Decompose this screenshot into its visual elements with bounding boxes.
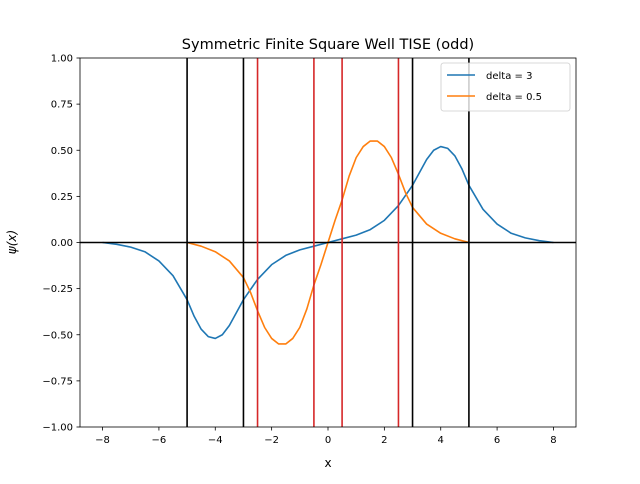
x-tick-label: −4 xyxy=(208,435,223,446)
x-tick-label: 8 xyxy=(550,435,556,446)
y-tick-label: 0.00 xyxy=(51,238,73,249)
y-tick-label: −0.25 xyxy=(42,284,73,295)
x-tick-label: −6 xyxy=(152,435,167,446)
legend-label-1: delta = 3 xyxy=(486,71,532,82)
legend: delta = 3 delta = 0.5 xyxy=(440,62,571,112)
axes: −8 −6 −4 −2 0 2 4 6 8 −1.00 −0.75 −0.50 −0.25 0.00 0.2… xyxy=(42,54,577,446)
y-tick-label: 0.25 xyxy=(51,192,73,203)
y-axis-label: ψ(x) xyxy=(5,230,19,254)
x-tick-label: 6 xyxy=(494,435,500,446)
legend-label-2: delta = 0.5 xyxy=(486,92,542,103)
x-tick-label: 2 xyxy=(381,435,387,446)
x-tick-label: −8 xyxy=(95,435,110,446)
plot-content xyxy=(80,58,576,427)
plot-area xyxy=(80,58,576,427)
x-tick-label: 0 xyxy=(325,435,331,446)
x-tick-label: −2 xyxy=(264,435,279,446)
y-tick-label: 0.50 xyxy=(51,146,73,157)
x-axis-label: x xyxy=(324,456,331,470)
y-tick-label: 1.00 xyxy=(51,54,73,65)
y-tick-label: −0.75 xyxy=(42,376,73,387)
y-tick-label: −1.00 xyxy=(42,423,73,434)
chart-title: Symmetric Finite Square Well TISE (odd) xyxy=(182,37,474,53)
y-tick-label: −0.50 xyxy=(42,330,73,341)
x-tick-label: 4 xyxy=(438,435,444,446)
y-tick-label: 0.75 xyxy=(51,100,73,111)
